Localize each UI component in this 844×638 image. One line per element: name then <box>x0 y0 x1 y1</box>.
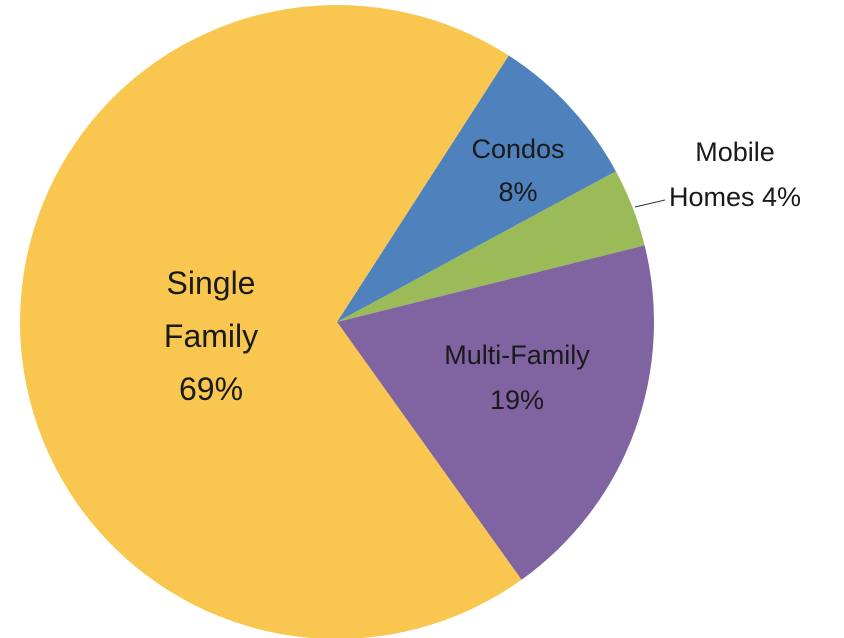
pie-slice <box>337 171 645 322</box>
pie-slice <box>20 5 522 638</box>
category-label: Mobile Homes <box>668 137 775 212</box>
category-label: Single Family <box>163 265 259 354</box>
slice-label: Single Family 69% <box>136 257 286 416</box>
leader-line <box>634 199 666 208</box>
category-label: Multi-Family <box>444 340 590 370</box>
pie-slice <box>337 245 654 580</box>
slice-label: Condos 8% <box>453 128 583 214</box>
category-label: Condos <box>471 134 565 164</box>
pie-slice <box>337 55 616 323</box>
value-label: 8% <box>498 177 538 207</box>
slice-label: Mobile Homes 4% <box>660 130 810 220</box>
value-label: 69% <box>178 371 244 407</box>
value-label: 19% <box>489 385 545 415</box>
slice-label: Multi-Family 19% <box>407 333 627 423</box>
value-label: 4% <box>762 182 802 212</box>
